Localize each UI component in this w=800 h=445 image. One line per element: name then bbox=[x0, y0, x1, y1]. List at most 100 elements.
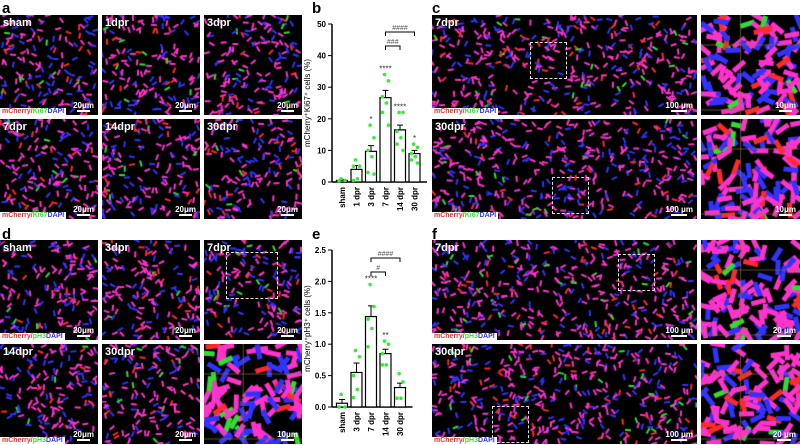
data-point bbox=[366, 170, 370, 175]
chart-b: 0 10 20 30 40 50 mCherry⁺Ki67⁺ cells (%) sham 1 … bbox=[303, 20, 427, 211]
legend-dapi: DAPI bbox=[47, 108, 65, 115]
scale-bar: 20μm bbox=[73, 101, 94, 112]
legend-mcherry: mCherry/ bbox=[434, 108, 465, 115]
channel-legend: mCherry/Ki67DAPI bbox=[432, 108, 499, 115]
y-tick-label: 2.5 bbox=[315, 246, 327, 255]
scale-bar-label: 100 μm bbox=[665, 326, 693, 335]
channel-legend: mCherry/Ki67DAPI bbox=[0, 108, 67, 115]
legend-dapi: DAPI bbox=[45, 333, 63, 340]
scale-bar-label: 100 μm bbox=[665, 205, 693, 214]
scale-bar-label: 20μm bbox=[175, 101, 196, 110]
micrograph-image bbox=[0, 240, 98, 340]
x-tick-label: sham bbox=[338, 187, 347, 208]
micrograph-image bbox=[204, 15, 302, 115]
data-point bbox=[413, 154, 418, 159]
scale-bar: 20μm bbox=[277, 326, 298, 337]
data-point bbox=[397, 110, 401, 115]
micrograph-image bbox=[432, 15, 697, 115]
micrograph-image bbox=[102, 15, 200, 115]
data-point bbox=[353, 158, 358, 162]
data-point bbox=[372, 304, 376, 309]
scale-bar-label: 100 μm bbox=[665, 430, 693, 439]
micrograph: 7dpr 20μm mCherry/Ki67DAPI bbox=[0, 119, 98, 219]
legend-dapi: DAPI bbox=[47, 212, 65, 219]
micrograph: 7dpr 100 μm mCherry/Ki67DAPI bbox=[432, 15, 697, 115]
data-point bbox=[409, 158, 414, 162]
micrograph-image bbox=[102, 240, 200, 340]
micrograph: 7dpr 20μm bbox=[204, 240, 302, 340]
x-tick-label: 14 dpr bbox=[396, 187, 405, 211]
micrograph-image bbox=[102, 119, 200, 219]
data-point bbox=[399, 135, 403, 140]
micrograph: 30dpr 100 μm mCherry/pH3DAPI bbox=[432, 344, 697, 444]
x-tick-label: 7 dpr bbox=[382, 187, 391, 207]
scale-bar-label: 20μm bbox=[277, 326, 298, 335]
data-point bbox=[343, 405, 347, 409]
data-point bbox=[401, 148, 405, 153]
scale-bar: 20 μm bbox=[773, 430, 796, 441]
timepoint-label: 3dpr bbox=[207, 17, 231, 29]
micrograph: 3dpr 20μm bbox=[204, 15, 302, 115]
scale-bar-label: 10μm bbox=[775, 205, 796, 214]
data-point bbox=[351, 164, 356, 168]
data-point bbox=[380, 363, 385, 367]
micrograph-image bbox=[0, 15, 98, 115]
scale-bar-label: 20μm bbox=[175, 326, 196, 335]
scale-bar-label: 20 μm bbox=[772, 326, 796, 335]
timepoint-label: 1dpr bbox=[105, 17, 129, 29]
scale-bar: 10μm bbox=[775, 101, 796, 112]
significance-stars: **** bbox=[394, 102, 406, 111]
scale-bar-label: 20μm bbox=[73, 326, 94, 335]
panel-label-f: f bbox=[432, 226, 437, 243]
data-point bbox=[372, 135, 376, 140]
data-point bbox=[386, 123, 391, 127]
comparison-bracket bbox=[370, 257, 401, 262]
micrograph: 14dpr 20μm bbox=[102, 119, 200, 219]
y-tick-label: 2.0 bbox=[315, 277, 327, 286]
scale-bar-label: 20μm bbox=[175, 430, 196, 439]
x-tick-label: 3 dpr bbox=[353, 412, 362, 432]
micrograph: 10μm bbox=[204, 344, 302, 444]
data-point bbox=[355, 177, 360, 181]
legend-mcherry: mCherry/ bbox=[434, 333, 465, 340]
x-tick-label: 30 dpr bbox=[396, 412, 405, 436]
micrograph: 10μm bbox=[701, 15, 800, 115]
micrograph: 20 μm bbox=[701, 240, 800, 340]
y-tick-label: 40 bbox=[317, 52, 326, 61]
legend-dapi: DAPI bbox=[479, 108, 497, 115]
data-point bbox=[353, 348, 358, 353]
y-tick-label: 10 bbox=[317, 146, 326, 155]
zoom-region-box bbox=[618, 254, 655, 291]
y-tick-label: 0.5 bbox=[315, 372, 327, 381]
data-point bbox=[399, 396, 403, 401]
data-point bbox=[401, 110, 405, 115]
micrograph-image bbox=[701, 15, 800, 115]
timepoint-label: 3dpr bbox=[105, 242, 129, 254]
legend-pH3: pH3 bbox=[32, 437, 46, 444]
data-point bbox=[355, 387, 360, 392]
data-point bbox=[380, 110, 385, 115]
channel-legend: mCherry/pH3DAPI bbox=[432, 437, 497, 444]
y-tick-label: 0.0 bbox=[315, 403, 327, 412]
comparison-label: #### bbox=[392, 25, 408, 32]
timepoint-label: 7dpr bbox=[3, 121, 27, 133]
scale-bar: 100 μm bbox=[665, 205, 693, 216]
scale-bar: 100 μm bbox=[665, 326, 693, 337]
legend-dapi: DAPI bbox=[45, 437, 63, 444]
scale-bar-label: 20μm bbox=[73, 430, 94, 439]
zoom-region-box bbox=[226, 252, 278, 299]
timepoint-label: 14dpr bbox=[105, 121, 135, 133]
comparison-bracket bbox=[385, 45, 401, 50]
data-point bbox=[395, 129, 399, 134]
y-tick-label: 1.0 bbox=[315, 340, 327, 349]
legend-pH3: pH3 bbox=[32, 333, 46, 340]
data-point bbox=[337, 179, 341, 183]
data-point bbox=[351, 373, 356, 378]
bar bbox=[379, 353, 392, 408]
scale-bar: 20μm bbox=[175, 205, 196, 216]
data-point bbox=[351, 178, 356, 183]
y-tick-label: 30 bbox=[317, 83, 326, 92]
comparison-bracket bbox=[370, 271, 386, 276]
significance-stars: **** bbox=[379, 65, 391, 74]
data-point bbox=[357, 354, 362, 359]
